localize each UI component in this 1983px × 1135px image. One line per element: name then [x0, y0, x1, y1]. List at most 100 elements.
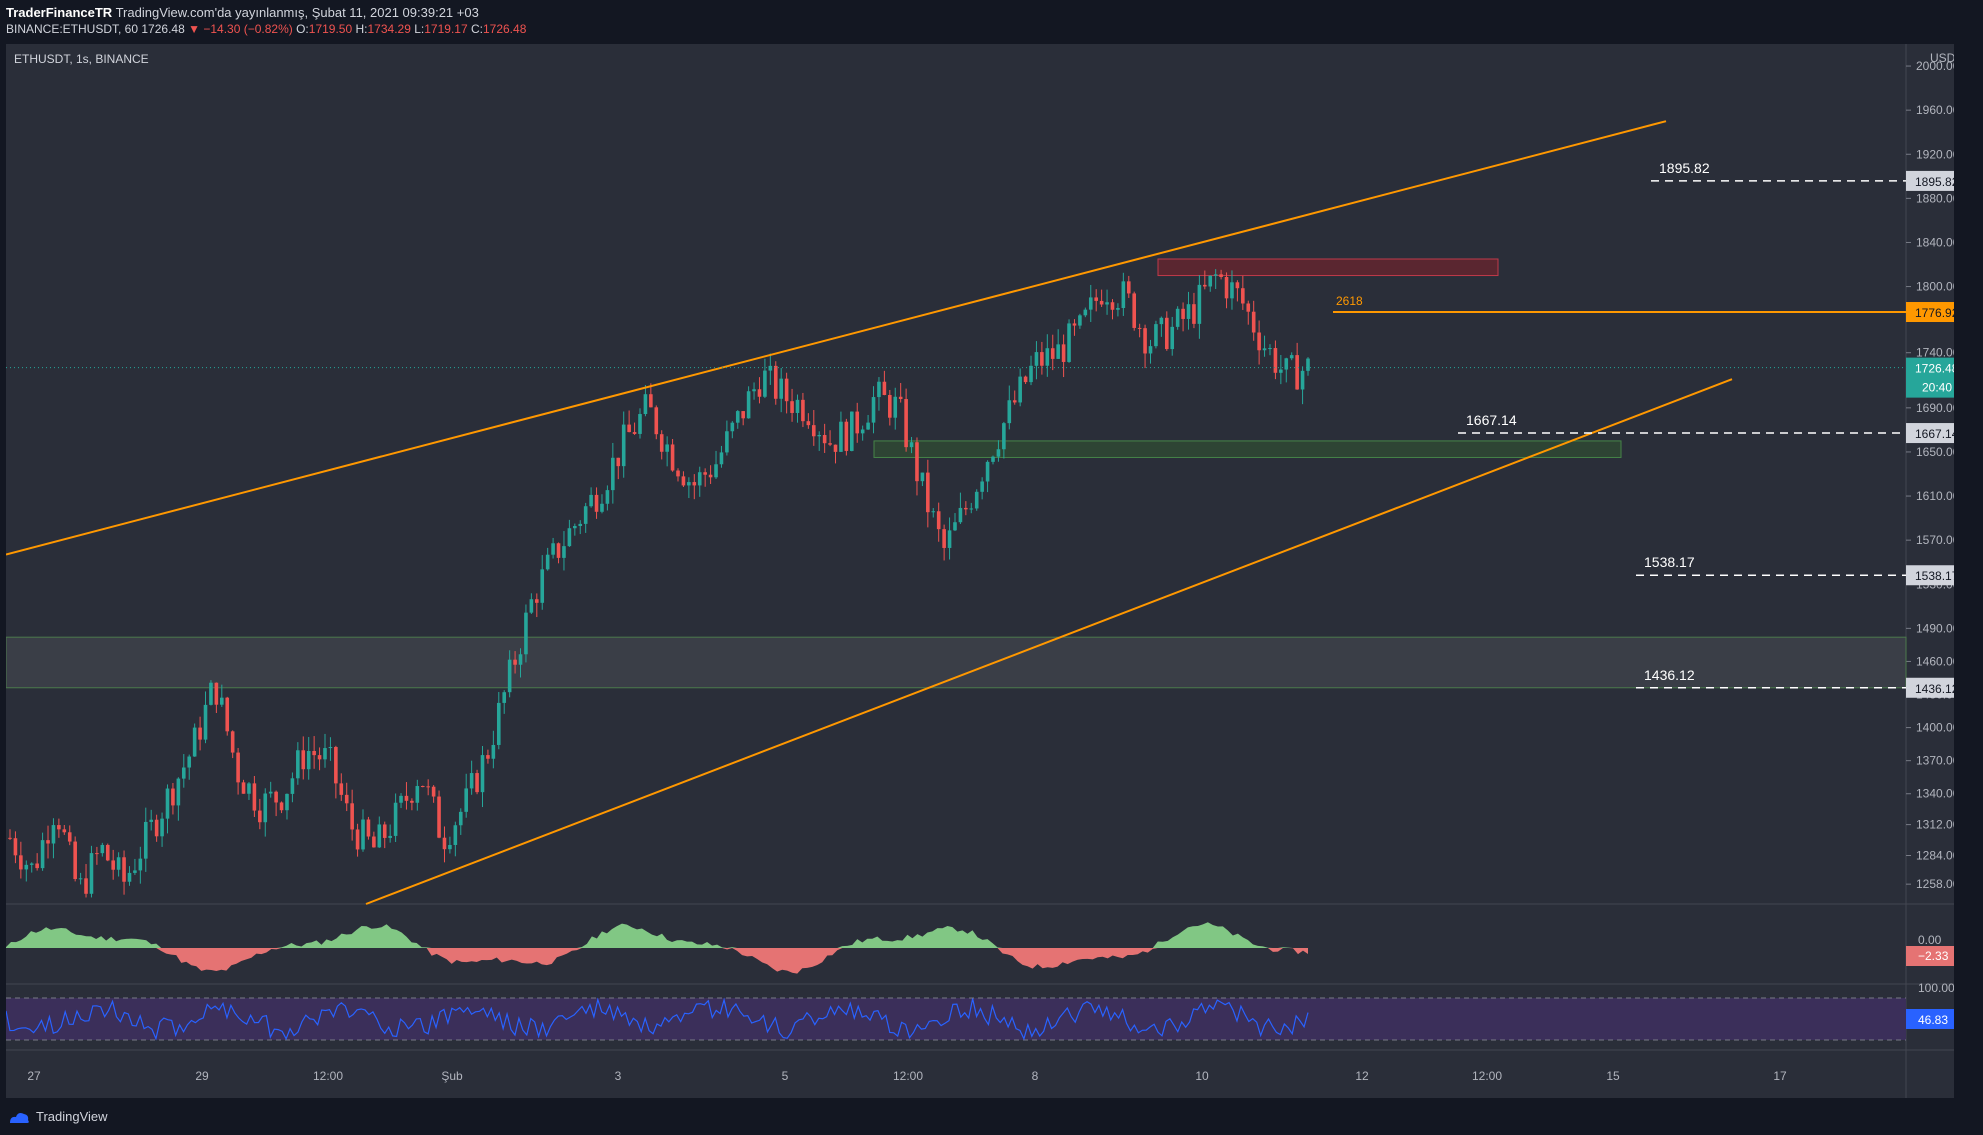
price-tick-label: 1284.00 [1916, 848, 1954, 862]
rsi-band [6, 998, 1906, 1040]
candle-body [1072, 323, 1077, 326]
candle-body [35, 863, 39, 869]
price-chart[interactable]: USDT2000.00 1960.00 1920.00 1880.00 1840.00 1… [6, 44, 1954, 1098]
candle-body [822, 435, 827, 444]
level-price-badge [1906, 565, 1954, 586]
candle-body [458, 811, 463, 826]
candle-body [877, 381, 881, 398]
candle-body [241, 782, 246, 794]
candle-body [344, 794, 349, 804]
candle-body [475, 773, 479, 793]
price-tick-label: 1570.00 [1916, 533, 1954, 547]
candle-body [654, 407, 659, 435]
candle-body [1224, 276, 1229, 299]
level-price-text: 1436.12 [1915, 682, 1954, 696]
candle-body [1094, 297, 1098, 301]
candle-body [1088, 297, 1093, 310]
candle-body [1137, 327, 1142, 329]
candle-body [670, 444, 675, 471]
candle-body [301, 750, 306, 770]
candle-body [931, 511, 936, 513]
level-price-text: 1667.14 [1915, 427, 1954, 441]
candle-body [89, 853, 94, 894]
candle-body [790, 401, 794, 413]
candle-body [627, 424, 631, 433]
candle-body [13, 838, 18, 856]
candle-body [1078, 315, 1082, 326]
time-label: Şub [441, 1069, 463, 1083]
candle-body [714, 464, 718, 478]
candle-body [795, 399, 800, 413]
candle-body [583, 506, 588, 524]
ohlc-line: BINANCE:ETHUSDT, 60 1726.48 ▼ −14.30 (−0… [6, 22, 526, 36]
candle-body [116, 857, 121, 870]
time-label: 8 [1032, 1069, 1039, 1083]
candle-body [220, 697, 224, 705]
candle-body [274, 791, 278, 803]
author-name[interactable]: TraderFinanceTR [6, 5, 113, 20]
price-tick-label: 1460.00 [1916, 654, 1954, 668]
candle-body [855, 411, 860, 434]
candle-body [757, 389, 762, 397]
candle-body [768, 365, 773, 371]
candle-body [230, 731, 235, 753]
candle-body [1099, 300, 1104, 305]
publish-info: TraderFinanceTR TradingView.com'da yayın… [6, 5, 479, 20]
candle-body [676, 470, 680, 477]
candle-body [1023, 376, 1028, 383]
candle-body [1050, 348, 1055, 359]
supply-zone [1157, 258, 1499, 277]
time-label: 12:00 [313, 1069, 343, 1083]
price-tick-label: 1800.00 [1916, 280, 1954, 294]
candle-body [127, 872, 132, 882]
price-tick-label: 2000.00 [1916, 59, 1954, 73]
candle-body [1143, 328, 1147, 354]
candle-body [605, 490, 610, 504]
tradingview-logo[interactable]: TradingView [8, 1109, 108, 1124]
candle-body [1300, 370, 1305, 390]
close-value: 1726.48 [482, 22, 527, 36]
main-pane [6, 44, 1906, 904]
candle-body [524, 612, 528, 655]
candle-body [154, 819, 159, 837]
candle-body [312, 750, 316, 756]
candle-body [1012, 400, 1017, 403]
change-value: −14.30 (−0.82%) [203, 22, 293, 36]
time-label: 29 [195, 1069, 209, 1083]
candle-body [1273, 348, 1278, 373]
candle-body [258, 810, 262, 823]
candle-body [29, 863, 34, 865]
candle-body [46, 840, 50, 844]
candle-body [904, 399, 908, 448]
candle-body [556, 543, 561, 558]
candle-body [388, 835, 392, 838]
candle-body [513, 659, 517, 665]
candle-body [611, 457, 615, 491]
high-value: 1734.29 [367, 22, 411, 36]
candle-body [209, 682, 213, 705]
candle-body [752, 389, 756, 392]
candle-body [382, 824, 387, 838]
time-label: 12 [1355, 1069, 1369, 1083]
candle-body [833, 444, 838, 452]
candle-body [469, 773, 474, 789]
macd-negative-area [6, 948, 1308, 974]
candle-body [1289, 355, 1294, 359]
level-label: 1895.82 [1659, 160, 1710, 176]
candle-body [882, 381, 887, 395]
candle-body [735, 411, 740, 423]
candle-body [122, 857, 126, 882]
candle-body [480, 755, 485, 793]
candle-body [681, 476, 686, 486]
candle-body [279, 802, 284, 811]
time-label: 15 [1606, 1069, 1620, 1083]
candle-body [328, 747, 333, 749]
level-price-text: 1538.17 [1915, 569, 1954, 583]
candle-body [1061, 344, 1066, 362]
candle-body [1284, 358, 1289, 370]
chart-area[interactable]: USDT2000.00 1960.00 1920.00 1880.00 1840.00 1… [6, 44, 1954, 1098]
candle-body [143, 821, 148, 859]
candle-body [323, 748, 327, 760]
candle-body [73, 841, 77, 880]
price-tick-label: 1340.00 [1916, 787, 1954, 801]
